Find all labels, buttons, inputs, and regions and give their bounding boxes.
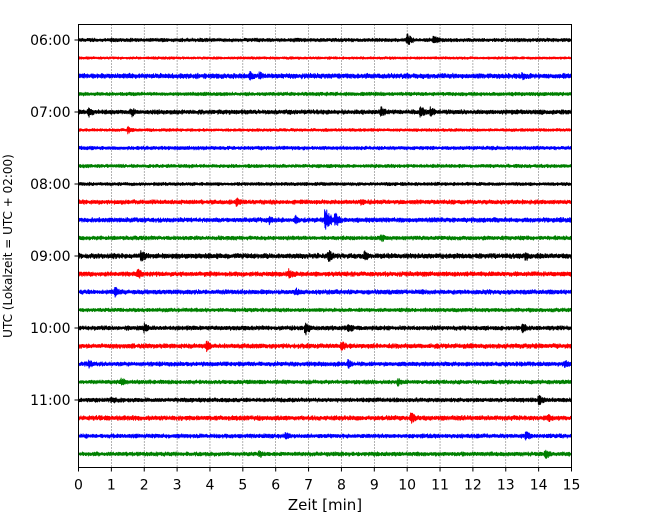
seismogram-trace (78, 106, 572, 118)
seismogram-trace (78, 268, 572, 279)
x-tick-label: 10 (398, 478, 416, 494)
seismogram-trace (78, 70, 572, 81)
y-tick-label: 06:00 (30, 33, 70, 49)
seismogram-trace (78, 197, 572, 207)
seismogram-trace (78, 33, 572, 45)
seismogram-trace (78, 234, 572, 243)
x-tick-label: 8 (337, 478, 346, 494)
x-tick-label: 12 (464, 478, 482, 494)
y-axis-label: UTC (Lokalzeit = UTC + 02:00) (1, 154, 15, 338)
seismogram-trace (78, 181, 572, 187)
seismogram-trace (78, 249, 572, 262)
seismogram-trace (78, 449, 572, 459)
x-tick-label: 3 (173, 478, 182, 494)
seismogram-trace (78, 395, 572, 406)
x-tick-label: 0 (74, 478, 83, 494)
seismogram-trace (78, 209, 572, 230)
trace-group (78, 33, 572, 459)
y-tick-label: 11:00 (30, 393, 70, 409)
x-tick-label: 2 (140, 478, 149, 494)
x-tick-label: 1 (107, 478, 116, 494)
y-tick-label: 10:00 (30, 321, 70, 337)
seismogram-trace (78, 286, 572, 298)
seismogram-trace (78, 412, 572, 424)
x-tick-label: 11 (431, 478, 449, 494)
y-axis: 06:00 07:00 08:00 09:00 10:00 11:00 (30, 33, 79, 409)
seismogram-trace (78, 340, 572, 353)
y-tick-label: 09:00 (30, 249, 70, 265)
vertical-grid (111, 24, 539, 468)
x-tick-label: 9 (370, 478, 379, 494)
seismogram-trace (78, 322, 572, 336)
x-tick-label: 5 (238, 478, 247, 494)
y-tick-label: 08:00 (30, 177, 70, 193)
seismogram-trace (78, 163, 572, 169)
seismogram-trace (78, 431, 572, 441)
seismogram-trace (78, 377, 572, 387)
seismogram-trace (78, 56, 572, 60)
x-tick-label: 13 (497, 478, 515, 494)
seismogram-trace (78, 358, 572, 369)
seismogram-trace (78, 307, 572, 313)
x-tick-label: 4 (206, 478, 215, 494)
x-tick-label: 6 (271, 478, 280, 494)
seismogram-trace (78, 91, 572, 97)
x-tick-label: 14 (530, 478, 548, 494)
x-tick-label: 7 (304, 478, 313, 494)
y-tick-label: 07:00 (30, 105, 70, 121)
seismogram-trace (78, 145, 572, 151)
x-tick-label: 15 (563, 478, 581, 494)
seismogram-trace (78, 125, 572, 135)
x-axis-label: Zeit [min] (288, 496, 362, 514)
x-axis: 0 1 2 3 4 5 6 7 8 9 10 11 12 13 14 15 (74, 467, 581, 494)
plot-frame (78, 24, 572, 468)
